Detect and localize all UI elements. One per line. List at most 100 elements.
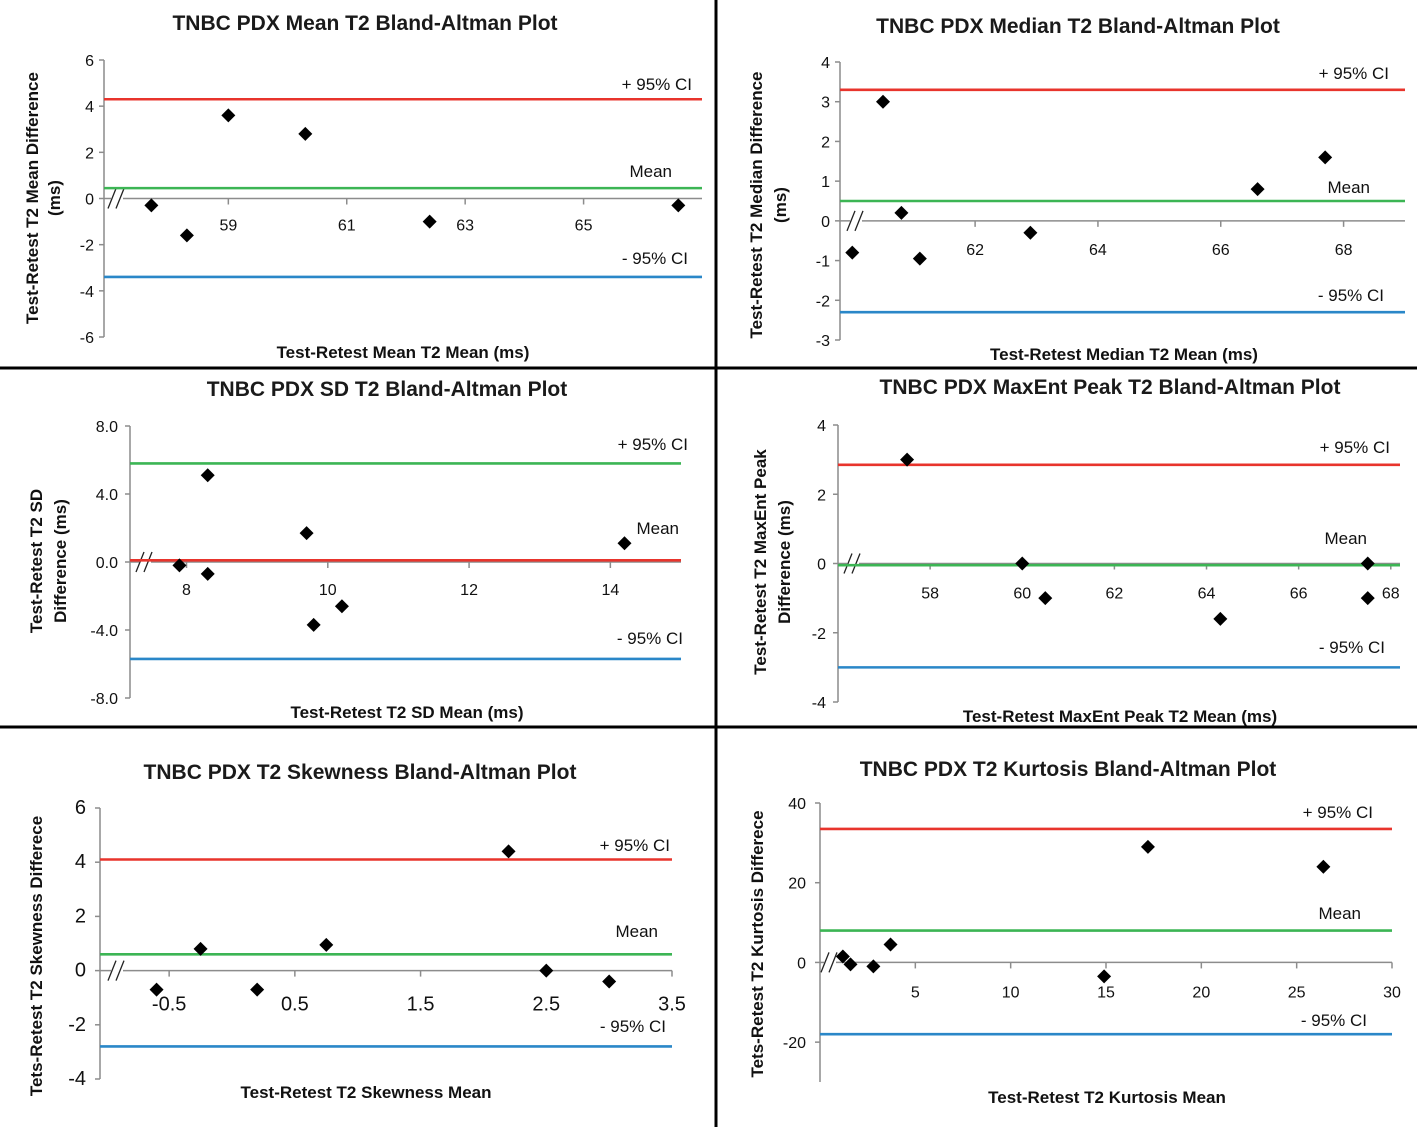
y-tick-label: -2 [812,626,826,643]
y-tick-label: -2 [816,293,830,310]
axis-break-mark [820,952,830,973]
axis-break-mark [846,210,856,232]
data-point [843,957,858,972]
data-point [144,198,159,213]
line-label-mean: Mean [1327,178,1370,197]
y-tick-label: 0 [85,192,94,209]
y-tick-label: 0 [821,214,830,231]
data-point [250,982,265,997]
y-tick-label: 4 [821,55,830,72]
data-point [602,974,617,989]
data-point [875,94,890,109]
x-tick-label: 63 [456,218,474,235]
y-tick-label: 0 [817,557,826,574]
x-tick-label: 10 [319,582,337,599]
x-tick-label: 64 [1089,242,1107,259]
y-tick-label: -3 [816,333,830,350]
x-tick-label: 58 [921,586,939,603]
line-label-lower-ci: - 95% CI [1318,286,1384,305]
line-label-upper-ci: + 95% CI [600,836,670,855]
data-point [200,566,215,581]
x-tick-label: 68 [1335,242,1353,259]
x-tick-label: 62 [966,242,984,259]
y-tick-label: -8.0 [90,691,118,708]
y-axis-label-line-2: (ms) [45,180,64,216]
axis-break-mark [107,960,117,981]
y-tick-label: 4 [817,418,826,435]
y-tick-label: -4 [68,1068,86,1090]
x-tick-label: 15 [1097,984,1115,1001]
y-tick-label: 2 [821,134,830,151]
axis-break-mark [115,188,125,209]
data-point [1015,556,1030,571]
y-tick-label: -2 [80,238,94,255]
data-point [298,126,313,141]
y-axis-label-line-1: Test-Retest T2 Median Difference [747,71,766,338]
y-tick-label: 3 [821,95,830,112]
data-point [1316,859,1331,874]
x-tick-label: 65 [575,218,593,235]
x-tick-label: 66 [1290,586,1308,603]
axis-break-mark [828,952,838,973]
line-label-lower-ci: - 95% CI [622,249,688,268]
data-point [319,937,334,952]
y-tick-label: 1 [821,174,830,191]
axis-break-mark [143,551,153,573]
x-tick-label: 25 [1288,984,1306,1001]
x-tick-label: 66 [1212,242,1230,259]
line-label-lower-ci: - 95% CI [617,629,683,648]
y-tick-label: 20 [788,876,806,893]
axis-break-mark [107,188,117,209]
axis-break-mark [851,553,861,574]
y-tick-label: -4 [812,695,826,712]
data-point [900,452,915,467]
data-point [334,599,349,614]
x-tick-label: 10 [1002,984,1020,1001]
line-label-lower-ci: - 95% CI [1301,1011,1367,1030]
data-point [1097,969,1112,984]
data-point [1140,839,1155,854]
line-label-mean: Mean [1324,529,1367,548]
chart-title: TNBC PDX Median T2 Bland-Altman Plot [876,15,1280,38]
x-tick-label: 68 [1382,586,1400,603]
y-tick-label: 2 [75,905,86,927]
x-axis-label: Test-Retest Mean T2 Mean (ms) [277,343,530,362]
line-label-mean: Mean [629,162,672,181]
data-point [539,963,554,978]
y-tick-label: 2 [817,487,826,504]
line-label-lower-ci: - 95% CI [600,1017,666,1036]
chart-title: TNBC PDX SD T2 Bland-Altman Plot [207,378,568,401]
axis-break-mark [115,960,125,981]
axis-break-mark [135,551,145,573]
line-label-mean: Mean [636,519,679,538]
data-point [1038,591,1053,606]
data-point [200,468,215,483]
y-tick-label: 2 [85,145,94,162]
y-axis-label-line-1: Test-Retest T2 MaxEnt Peak [751,449,770,675]
data-point [866,959,881,974]
x-tick-label: 5 [911,984,920,1001]
y-axis-label-line-1: Test-Retest T2 Mean Difference [23,72,42,324]
x-tick-label: 62 [1105,586,1123,603]
chart-kurtosis-t2: TNBC PDX T2 Kurtosis Bland-Altman Plot T… [748,758,1401,1107]
chart-median-t2: TNBC PDX Median T2 Bland-Altman Plot Tes… [747,15,1405,364]
line-label-upper-ci: + 95% CI [622,75,692,94]
data-point [617,536,632,551]
x-tick-label: 14 [601,582,619,599]
data-point [422,214,437,229]
data-point [883,937,898,952]
data-point [501,844,516,859]
data-point [221,108,236,123]
line-label-upper-ci: + 95% CI [1303,803,1373,822]
x-axis-label: Test-Retest T2 Kurtosis Mean [988,1088,1226,1107]
chart-sd-t2: TNBC PDX SD T2 Bland-Altman Plot Test-Re… [27,378,688,722]
line-label-mean: Mean [615,922,658,941]
y-tick-label: -6 [80,330,94,347]
y-tick-label: 0.0 [96,555,118,572]
x-tick-label: 59 [219,218,237,235]
y-tick-label: 40 [788,796,806,813]
x-tick-label: 64 [1198,586,1216,603]
x-tick-label: 1.5 [407,994,435,1016]
chart-mean-t2: TNBC PDX Mean T2 Bland-Altman Plot Test-… [23,12,702,362]
chart-title: TNBC PDX Mean T2 Bland-Altman Plot [172,12,557,35]
